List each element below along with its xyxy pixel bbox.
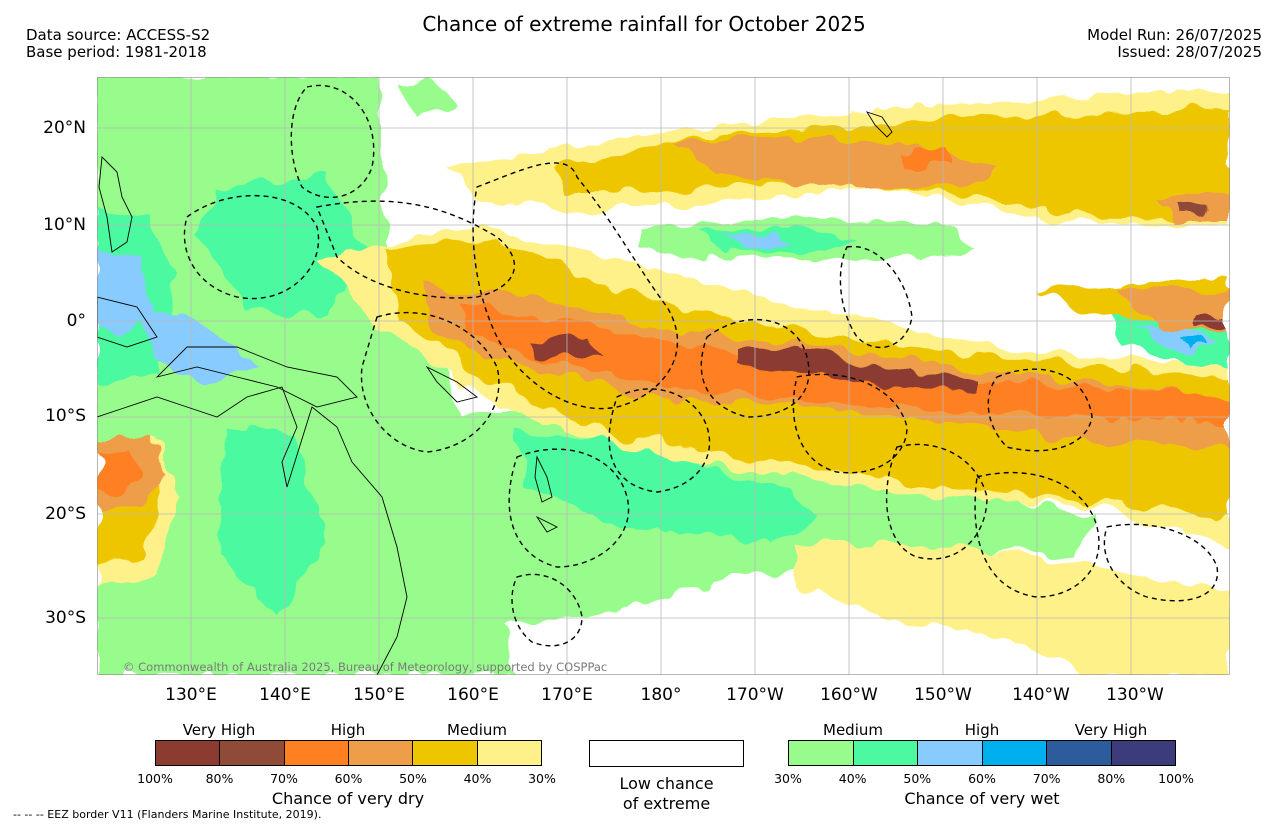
lat-label-20n: 20°N: [43, 118, 86, 138]
lon-label-150e: 150°E: [353, 685, 405, 705]
rainfall-probability-fill: [97, 77, 1230, 675]
dry-swatch-4: [347, 741, 413, 765]
data-source-info: Data source: ACCESS-S2 Base period: 1981…: [26, 27, 210, 61]
wet-swatch-2: [852, 741, 917, 765]
lon-label-130e: 130°E: [165, 685, 217, 705]
lat-label-30s: 30°S: [45, 608, 86, 628]
dry-category-high: High: [330, 721, 366, 739]
wet-category-high: High: [964, 721, 1000, 739]
lon-label-130w: 130°W: [1106, 685, 1164, 705]
dry-swatch-3: [283, 741, 348, 765]
wet-swatch-5: [1046, 741, 1111, 765]
data-source: Data source: ACCESS-S2: [26, 26, 211, 44]
low-chance-line2: of extreme: [622, 794, 711, 813]
lon-label-140e: 140°E: [259, 685, 311, 705]
dry-swatch-5: [412, 741, 477, 765]
rainfall-map: [97, 77, 1230, 675]
vanuatu-islands: [534, 455, 553, 503]
low-chance-line1: Low chance: [619, 774, 714, 793]
lon-label-180: 180°: [640, 685, 682, 705]
wet-tick: 60%: [968, 771, 996, 786]
dry-swatch-6: [476, 741, 541, 765]
dry-tick: 50%: [399, 771, 427, 786]
map-grid: [97, 77, 1230, 675]
wet-tick: 70%: [1032, 771, 1061, 786]
wet-swatch-6: [1110, 741, 1175, 765]
lon-label-150w: 150°W: [914, 685, 972, 705]
map-title: Chance of extreme rainfall for October 2…: [422, 12, 866, 36]
dry-swatch-1: [156, 741, 220, 765]
base-period: Base period: 1981-2018: [26, 43, 207, 61]
lat-label-0: 0°: [66, 311, 86, 331]
dry-tick: 40%: [463, 771, 492, 786]
model-run: Model Run: 26/07/2025: [1087, 26, 1262, 44]
low-chance-swatch: [589, 740, 744, 767]
dry-category-very-high: Very High: [182, 721, 256, 739]
dry-category-medium: Medium: [447, 721, 507, 739]
lon-label-170w: 170°W: [726, 685, 784, 705]
dry-tick: 30%: [528, 771, 556, 786]
dry-tick: 100%: [137, 771, 173, 786]
lon-label-140w: 140°W: [1012, 685, 1070, 705]
copyright-notice: © Commonwealth of Australia 2025, Bureau…: [123, 660, 608, 674]
dry-legend-title: Chance of very dry: [271, 789, 425, 808]
lon-label-160w: 160°W: [820, 685, 878, 705]
dry-colorbar: [155, 740, 542, 766]
new-guinea-coast: [155, 346, 358, 408]
wet-tick: 30%: [774, 771, 802, 786]
wet-legend-title: Chance of very wet: [904, 789, 1060, 808]
wet-swatch-1: [789, 741, 853, 765]
wet-tick: 100%: [1158, 771, 1194, 786]
wet-swatch-3: [917, 741, 982, 765]
eez-note: -- -- -- EEZ border V11 (Flanders Marine…: [13, 808, 322, 821]
run-info: Model Run: 26/07/2025 Issued: 28/07/2025: [1087, 27, 1262, 61]
eez-borders: [183, 84, 1219, 647]
wet-category-very-high: Very High: [1074, 721, 1148, 739]
lat-label-10n: 10°N: [43, 215, 86, 235]
issued-date: Issued: 28/07/2025: [1117, 43, 1262, 61]
lon-label-160e: 160°E: [447, 685, 499, 705]
hawaii-islands: [865, 111, 893, 138]
low-chance-label: Low chance of extreme: [589, 774, 744, 814]
wet-swatch-4: [981, 741, 1046, 765]
wet-tick: 40%: [838, 771, 867, 786]
lon-label-170e: 170°E: [541, 685, 593, 705]
new-caledonia: [535, 515, 559, 533]
coastlines: [97, 111, 893, 675]
wet-tick: 50%: [903, 771, 932, 786]
dry-tick: 80%: [205, 771, 234, 786]
solomon-islands: [425, 365, 479, 403]
wet-tick: 80%: [1097, 771, 1126, 786]
wet-category-medium: Medium: [823, 721, 883, 739]
lat-label-20s: 20°S: [45, 504, 86, 524]
dry-swatch-2: [219, 741, 284, 765]
indonesia-coast: [97, 296, 158, 348]
dry-tick: 60%: [334, 771, 363, 786]
lat-label-10s: 10°S: [45, 406, 86, 426]
australia-coast: [97, 386, 408, 675]
dry-tick: 70%: [270, 771, 298, 786]
wet-colorbar: [788, 740, 1176, 766]
philippines-coast: [98, 156, 133, 253]
